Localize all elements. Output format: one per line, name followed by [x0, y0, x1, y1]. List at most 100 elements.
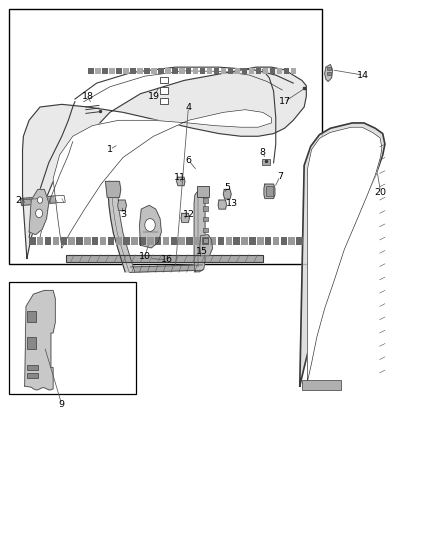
Bar: [296, 237, 303, 245]
Text: 16: 16: [161, 255, 173, 264]
Bar: [241, 237, 248, 245]
Bar: [29, 237, 35, 245]
Bar: [137, 68, 143, 74]
Text: 13: 13: [226, 199, 238, 208]
Bar: [197, 185, 209, 197]
Bar: [92, 237, 99, 245]
Text: 7: 7: [277, 172, 283, 181]
Bar: [327, 67, 331, 70]
Polygon shape: [25, 290, 55, 390]
Bar: [266, 185, 273, 196]
Bar: [186, 68, 191, 74]
Bar: [203, 206, 208, 211]
Bar: [160, 77, 168, 83]
Text: 20: 20: [374, 188, 387, 197]
Polygon shape: [264, 184, 275, 198]
Bar: [249, 237, 256, 245]
Bar: [265, 237, 272, 245]
Bar: [37, 237, 43, 245]
Bar: [203, 217, 208, 221]
Bar: [158, 68, 163, 74]
Bar: [76, 237, 83, 245]
Bar: [53, 237, 59, 245]
Circle shape: [145, 219, 155, 231]
Bar: [27, 311, 35, 322]
Bar: [130, 68, 136, 74]
Bar: [108, 237, 114, 245]
Text: 17: 17: [279, 97, 290, 106]
Bar: [186, 237, 193, 245]
Text: 5: 5: [225, 183, 231, 192]
Bar: [109, 68, 115, 74]
Polygon shape: [200, 235, 212, 256]
Bar: [116, 68, 122, 74]
Polygon shape: [106, 181, 121, 197]
Bar: [221, 68, 226, 74]
Bar: [151, 68, 156, 74]
Bar: [249, 68, 254, 74]
Bar: [228, 68, 233, 74]
FancyBboxPatch shape: [66, 255, 263, 262]
Polygon shape: [29, 189, 49, 235]
Text: 12: 12: [183, 210, 194, 219]
Bar: [277, 68, 283, 74]
Polygon shape: [218, 200, 226, 209]
Bar: [144, 68, 150, 74]
Text: 8: 8: [260, 148, 266, 157]
Bar: [302, 380, 341, 390]
Bar: [284, 68, 289, 74]
Circle shape: [35, 209, 42, 217]
Bar: [179, 68, 184, 74]
Polygon shape: [194, 189, 205, 272]
Bar: [256, 68, 261, 74]
Bar: [68, 237, 75, 245]
Text: 4: 4: [185, 102, 191, 111]
Text: 14: 14: [357, 70, 369, 79]
Bar: [214, 68, 219, 74]
Bar: [131, 237, 138, 245]
Polygon shape: [223, 189, 231, 199]
Polygon shape: [108, 181, 135, 272]
Polygon shape: [140, 205, 161, 248]
Bar: [203, 198, 208, 203]
Polygon shape: [22, 67, 306, 259]
Bar: [124, 237, 130, 245]
Bar: [45, 237, 51, 245]
Bar: [194, 237, 201, 245]
Bar: [288, 237, 295, 245]
Bar: [273, 237, 279, 245]
Bar: [116, 237, 122, 245]
Text: 11: 11: [174, 173, 186, 182]
Bar: [162, 237, 169, 245]
Bar: [102, 68, 108, 74]
Bar: [95, 68, 101, 74]
Bar: [170, 237, 177, 245]
Bar: [160, 98, 168, 104]
Bar: [203, 228, 208, 232]
Bar: [155, 237, 161, 245]
Text: 2: 2: [15, 196, 21, 205]
Polygon shape: [181, 213, 189, 222]
Polygon shape: [307, 127, 382, 381]
Bar: [165, 68, 170, 74]
Bar: [327, 72, 331, 75]
Text: 10: 10: [139, 253, 151, 261]
Bar: [218, 237, 224, 245]
Bar: [202, 237, 208, 245]
Bar: [226, 237, 232, 245]
Bar: [235, 68, 240, 74]
Bar: [207, 68, 212, 74]
Bar: [139, 237, 146, 245]
Polygon shape: [20, 195, 65, 205]
Bar: [27, 373, 38, 378]
Text: 1: 1: [107, 145, 113, 154]
Text: 9: 9: [59, 400, 65, 409]
Bar: [172, 68, 177, 74]
Text: 18: 18: [82, 92, 94, 101]
Polygon shape: [53, 110, 272, 248]
Bar: [60, 237, 67, 245]
Bar: [242, 68, 247, 74]
Bar: [290, 68, 296, 74]
Bar: [281, 237, 287, 245]
Circle shape: [37, 197, 42, 203]
